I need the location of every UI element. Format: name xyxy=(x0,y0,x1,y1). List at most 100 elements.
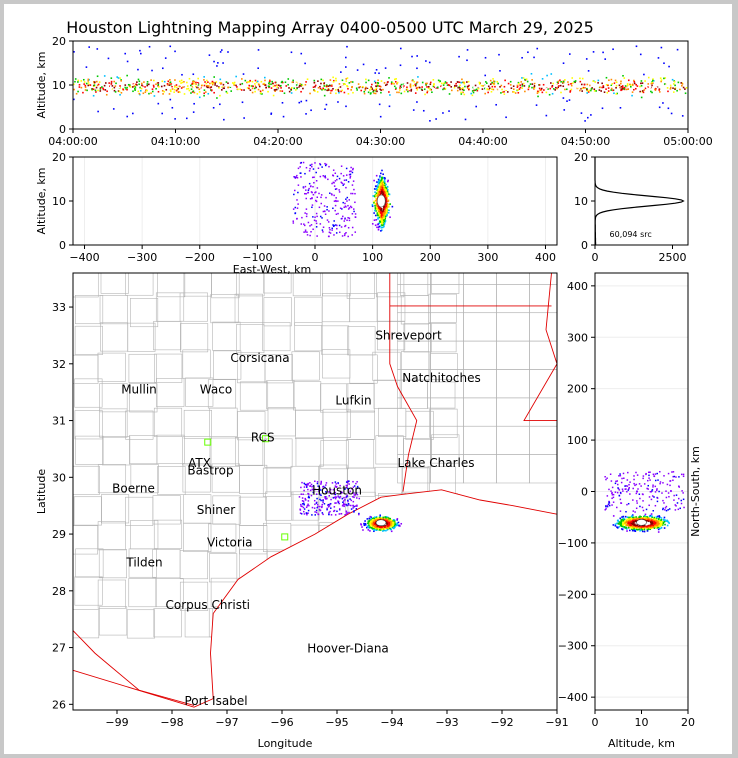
source-point xyxy=(138,80,141,83)
source-point xyxy=(169,81,172,84)
source-point xyxy=(109,85,112,88)
source-point xyxy=(323,85,326,87)
source-point xyxy=(274,84,276,87)
source-point xyxy=(462,81,465,84)
source-point xyxy=(494,85,496,88)
source-point xyxy=(663,502,665,504)
source-point xyxy=(204,91,207,93)
source-point xyxy=(447,89,450,92)
county-boundary xyxy=(210,437,239,467)
source-point xyxy=(129,86,132,88)
county-boundary xyxy=(496,369,530,399)
source-point xyxy=(452,84,454,87)
source-point xyxy=(614,79,617,82)
source-point xyxy=(422,109,425,112)
source-point xyxy=(305,506,308,509)
source-point xyxy=(325,482,328,484)
source-point xyxy=(317,86,320,89)
source-point xyxy=(443,82,445,85)
source-point xyxy=(634,518,637,521)
source-point xyxy=(357,84,360,87)
source-point xyxy=(304,498,307,501)
source-point xyxy=(512,88,515,91)
source-point xyxy=(480,84,483,87)
source-point xyxy=(380,220,383,222)
source-point xyxy=(653,475,655,477)
source-point xyxy=(354,201,356,204)
source-point xyxy=(640,96,643,99)
source-point xyxy=(300,176,302,178)
source-point xyxy=(345,511,348,513)
county-boundary xyxy=(322,273,351,297)
source-point xyxy=(379,529,382,531)
source-point xyxy=(478,81,481,84)
source-point xyxy=(380,80,383,82)
source-point xyxy=(312,86,315,89)
source-point xyxy=(331,229,333,231)
source-point xyxy=(516,84,519,87)
source-point xyxy=(161,112,164,115)
source-point xyxy=(612,48,614,51)
source-point xyxy=(243,89,245,91)
source-point xyxy=(296,174,298,177)
source-point xyxy=(283,92,286,95)
source-point xyxy=(330,498,332,501)
source-point xyxy=(220,82,223,84)
county-boundary xyxy=(180,323,209,353)
source-point xyxy=(504,88,507,91)
source-point xyxy=(651,489,654,491)
source-point xyxy=(377,208,379,211)
source-point xyxy=(383,185,385,188)
source-point xyxy=(386,209,388,212)
source-point xyxy=(382,213,385,215)
source-point xyxy=(501,88,503,91)
source-point xyxy=(566,100,568,102)
source-point xyxy=(374,89,377,92)
source-point xyxy=(557,80,560,83)
source-point xyxy=(521,77,523,79)
source-point xyxy=(335,200,337,203)
source-point xyxy=(303,503,305,506)
source-point xyxy=(674,509,677,511)
source-point xyxy=(304,62,306,65)
source-point xyxy=(408,88,411,90)
county-boundary xyxy=(74,325,103,355)
source-point xyxy=(268,83,271,86)
source-point xyxy=(276,84,278,86)
source-point xyxy=(302,506,305,509)
source-point xyxy=(373,195,376,198)
source-point xyxy=(97,89,99,92)
source-point xyxy=(386,520,388,523)
source-point xyxy=(579,89,581,92)
source-point xyxy=(219,94,221,97)
source-point xyxy=(99,87,102,89)
source-point xyxy=(209,89,212,91)
source-point xyxy=(395,87,397,89)
source-point xyxy=(308,182,311,185)
source-point xyxy=(352,507,354,509)
source-point xyxy=(294,177,297,179)
source-point xyxy=(217,62,219,64)
state-border xyxy=(389,273,418,492)
x-tick-label: −97 xyxy=(215,716,238,729)
source-point xyxy=(386,190,389,193)
source-point xyxy=(382,525,385,527)
source-point xyxy=(288,85,290,88)
source-point xyxy=(523,88,526,90)
source-point xyxy=(309,482,311,484)
source-point xyxy=(163,80,166,83)
y-axis-label: Altitude, km xyxy=(35,167,48,234)
source-point xyxy=(581,87,584,90)
county-boundary xyxy=(74,576,103,606)
source-point xyxy=(210,86,213,88)
source-point xyxy=(398,82,401,85)
source-point xyxy=(367,91,370,94)
county-boundary xyxy=(263,297,292,327)
source-point xyxy=(408,89,411,92)
source-point xyxy=(351,192,354,195)
source-point xyxy=(431,91,433,94)
source-point xyxy=(605,505,607,507)
source-point xyxy=(667,472,670,475)
source-point xyxy=(669,86,672,89)
source-point xyxy=(508,88,511,90)
